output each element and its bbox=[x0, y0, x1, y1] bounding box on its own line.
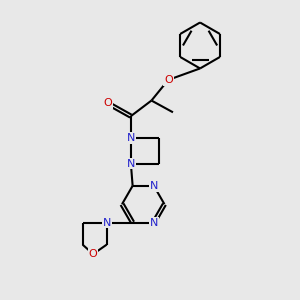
Text: N: N bbox=[127, 133, 135, 142]
Text: O: O bbox=[164, 75, 172, 85]
Text: N: N bbox=[150, 218, 158, 227]
Text: N: N bbox=[150, 181, 158, 191]
Text: O: O bbox=[104, 98, 112, 109]
Text: O: O bbox=[89, 249, 98, 259]
Text: N: N bbox=[127, 158, 135, 169]
Text: N: N bbox=[103, 218, 111, 227]
